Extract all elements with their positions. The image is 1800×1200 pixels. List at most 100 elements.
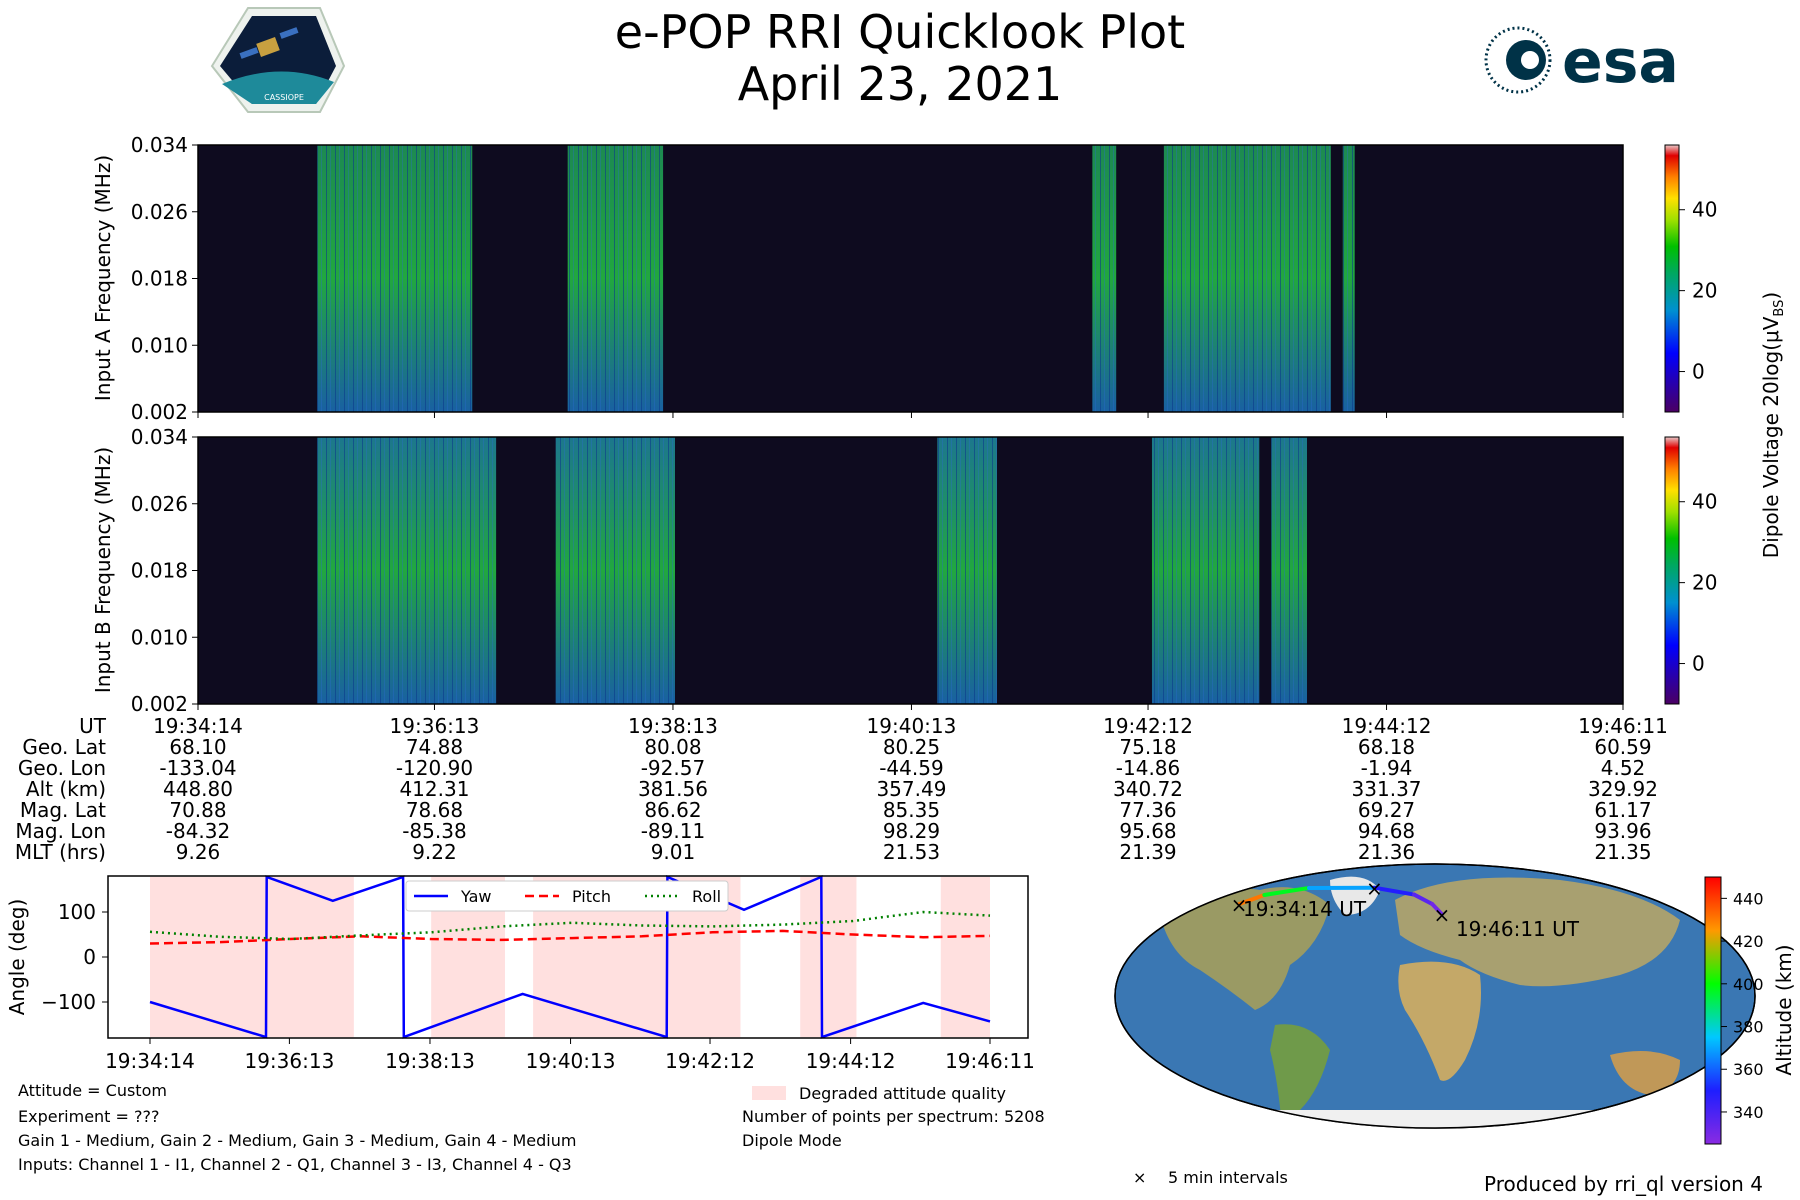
ephemeris-cell: 94.68 [1357, 819, 1416, 843]
y-tick-label: 100 [58, 900, 96, 924]
spectrogram-b: 0.034 0.026 0.018 0.010 0.002 [131, 425, 1624, 716]
ephemeris-cell: 19:46:11 [1578, 714, 1668, 738]
ephemeris-cell: 9.01 [650, 840, 696, 864]
y-tick-label: 0.002 [131, 400, 188, 424]
ephemeris-cell: -14.86 [1115, 756, 1181, 780]
ephemeris-row-label: Geo. Lon [17, 756, 106, 780]
y-tick-label: 0.002 [131, 692, 188, 716]
ephemeris-cell: -133.04 [159, 756, 237, 780]
ephemeris-cell: -92.57 [640, 756, 706, 780]
attitude-roll-line [149, 910, 991, 941]
mode-note: Dipole Mode [742, 1131, 842, 1150]
ephemeris-cell: 19:40:13 [866, 714, 957, 738]
ephemeris-cell: -85.38 [402, 819, 467, 843]
y-tick-label: 0 [83, 945, 96, 969]
attitude-pitch-line [149, 929, 991, 945]
ephemeris-cell: 77.36 [1119, 798, 1177, 822]
legend-pitch-label: Pitch [572, 887, 611, 906]
ephemeris-cell: 19:34:14 [153, 714, 243, 738]
cassiope-logo: CASSIOPE [210, 7, 346, 113]
produced-by-note: Produced by rri_ql version 4 [1484, 1172, 1763, 1196]
ephemeris-cell: 60.59 [1594, 735, 1652, 759]
y-tick-label: 0.034 [131, 425, 188, 449]
y-tick-label: 0.010 [131, 333, 188, 357]
degraded-legend-label: Degraded attitude quality [799, 1084, 1006, 1103]
spectrogram-band-streaks [1223, 145, 1331, 412]
ephemeris-cell: 381.56 [637, 777, 708, 801]
spectrogram-band-streaks [1271, 437, 1307, 704]
ephemeris-row-label: Mag. Lat [19, 798, 106, 822]
track-end-label: 19:46:11 UT [1456, 917, 1580, 941]
ephemeris-row-label: Alt (km) [25, 777, 106, 801]
plot-title: e-POP RRI Quicklook Plot [614, 5, 1186, 59]
ground-track-segment [1412, 892, 1435, 907]
voltage-colorbar-b: 0 20 40 [1664, 436, 1717, 705]
ephemeris-cell: 80.25 [882, 735, 941, 759]
attitude-note: Attitude = Custom [18, 1081, 167, 1100]
x-tick-label: 19:34:14 [105, 1049, 195, 1073]
marker-legend-label: 5 min intervals [1168, 1168, 1288, 1187]
altitude-tick-label: 360 [1733, 1060, 1764, 1079]
degraded-legend-swatch [752, 1086, 786, 1100]
ephemeris-cell: 9.22 [412, 840, 457, 864]
ephemeris-row-label: Geo. Lat [22, 735, 106, 759]
altitude-tick-label: 380 [1733, 1018, 1764, 1037]
x-tick-label: 19:46:11 [945, 1049, 1035, 1073]
ephemeris-cell: 329.92 [1588, 777, 1658, 801]
spectrogram-a: 0.034 0.026 0.018 0.010 0.002 [131, 133, 1624, 424]
ephemeris-cell: 19:42:12 [1103, 714, 1193, 738]
ephemeris-cell: 357.49 [876, 777, 947, 801]
ephemeris-cell: 448.80 [163, 777, 233, 801]
altitude-colorbar: 340 360 380 400 420 440 [1704, 876, 1764, 1145]
spectrogram-band-streaks [317, 145, 473, 412]
spectrogram-band-streaks [555, 437, 675, 704]
x-tick-label: 19:36:13 [244, 1049, 334, 1073]
ephemeris-cell: 78.68 [405, 798, 464, 822]
y-tick-label: 0.034 [131, 133, 188, 157]
points-note: Number of points per spectrum: 5208 [742, 1107, 1045, 1126]
colorbar-tick-label: 0 [1692, 652, 1705, 676]
ephemeris-cell: 21.39 [1119, 840, 1177, 864]
altitude-tick-label: 400 [1733, 975, 1764, 994]
ephemeris-cell: 80.08 [644, 735, 702, 759]
degraded-interval [150, 876, 354, 1038]
ephemeris-row-label: UT [79, 714, 106, 738]
ephemeris-row-label: MLT (hrs) [14, 840, 106, 864]
colorbar-tick-label: 20 [1692, 571, 1717, 595]
ephemeris-cell: 21.36 [1357, 840, 1416, 864]
ground-track-segment [1262, 885, 1312, 897]
altitude-tick-label: 420 [1733, 932, 1764, 951]
ephemeris-cell: 69.27 [1357, 798, 1416, 822]
ephemeris-cell: 68.18 [1357, 735, 1416, 759]
ground-track-segment [1237, 892, 1267, 907]
attitude-legend: Yaw Pitch Roll [405, 880, 729, 912]
ephemeris-cell: 85.35 [882, 798, 941, 822]
ephemeris-cell: -44.59 [879, 756, 944, 780]
interval-marker: × [1231, 893, 1248, 917]
svg-text:esa: esa [1562, 27, 1679, 97]
gains-note: Gain 1 - Medium, Gain 2 - Medium, Gain 3… [18, 1131, 577, 1150]
ground-track-segment [1372, 885, 1417, 897]
ephemeris-cell: -120.90 [395, 756, 474, 780]
legend-yaw-label: Yaw [460, 887, 491, 906]
ephemeris-cell: -84.32 [165, 819, 231, 843]
attitude-yaw-line [149, 875, 991, 1039]
interval-marker: × [1434, 903, 1451, 927]
ephemeris-cell: 4.52 [1600, 756, 1646, 780]
ephemeris-cell: 93.96 [1594, 819, 1652, 843]
x-tick-label: 19:40:13 [526, 1049, 616, 1073]
spectrogram-a-ylabel: Input A Frequency (MHz) [91, 155, 115, 401]
altitude-tick-label: 440 [1733, 889, 1764, 908]
ephemeris-cell: 86.62 [644, 798, 702, 822]
ephemeris-cell: -89.11 [640, 819, 706, 843]
spectrogram-band-streaks [317, 437, 497, 704]
ephemeris-cell: -1.94 [1360, 756, 1413, 780]
spectrogram-band-streaks [567, 145, 664, 412]
y-tick-label: 0.026 [131, 200, 188, 224]
voltage-colorbar-label: Dipole Voltage 20log(μVBS) [1759, 292, 1787, 558]
legend-roll-label: Roll [692, 887, 721, 906]
x-tick-label: 19:44:12 [806, 1049, 896, 1073]
interval-marker: × [1366, 877, 1383, 901]
